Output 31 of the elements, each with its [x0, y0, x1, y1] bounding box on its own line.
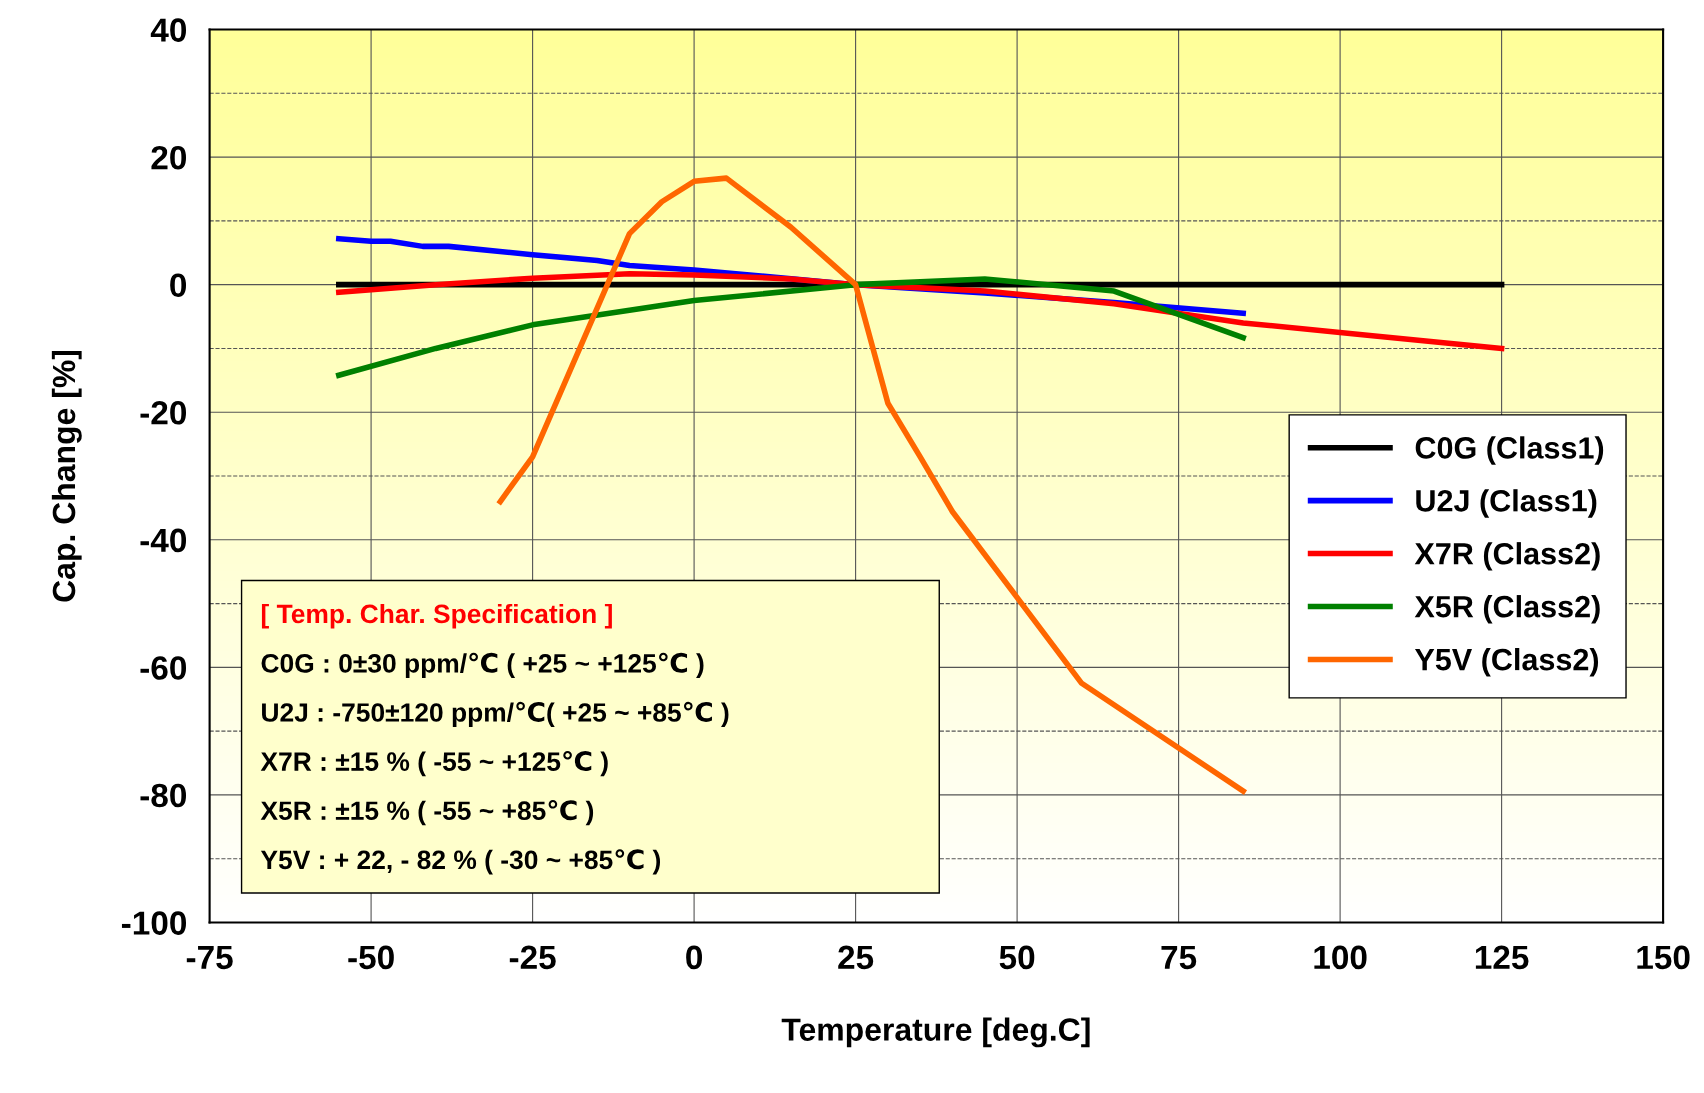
y-tick-label: -80 [140, 783, 187, 808]
y-tick-label: -40 [140, 528, 187, 553]
annotation: Y5V : + 22, - 82 % ( -30 ~ +85℃ ) [260, 849, 661, 875]
legend-label: C0G (Class1) [1415, 436, 1604, 465]
x-tick-label: 150 [1637, 945, 1690, 970]
x-tick-label: -25 [509, 945, 556, 970]
x-tick-label: 75 [1161, 945, 1197, 970]
x-tick-label: -75 [186, 945, 233, 970]
y-tick-label: 20 [151, 145, 187, 170]
y-tick-label: -100 [121, 911, 187, 935]
x-tick-label: -50 [348, 945, 394, 970]
annotation: X5R : ±15 % ( -55 ~ +85℃ ) [260, 800, 594, 826]
y-axis-title: Cap. Change [%] [51, 350, 82, 602]
x-tick-label: 0 [686, 945, 702, 970]
x-tick-label: 100 [1314, 945, 1367, 970]
y-tick-label: 0 [170, 273, 187, 298]
x-tick-label: 25 [838, 945, 874, 970]
legend-label: Y5V (Class2) [1414, 647, 1599, 677]
x-tick-label: 125 [1475, 945, 1529, 970]
annotation: C0G : 0±30 ppm/℃ ( +25 ~ +125℃ ) [261, 652, 704, 678]
annotation: [ Temp. Char. Specification ] [261, 603, 612, 629]
legend-label: X7R (Class2) [1414, 542, 1600, 571]
y-tick-label: 40 [150, 18, 187, 42]
annotation: U2J : -750±120 ppm/℃( +25 ~ +85℃ ) [262, 701, 729, 728]
annotation: X7R : ±15 % ( -55 ~ +125℃ ) [260, 750, 608, 777]
y-tick-label: -60 [140, 656, 187, 680]
x-tick-label: 50 [999, 945, 1035, 970]
x-axis-title: Temperature [deg.C] [781, 1017, 1090, 1048]
legend-label: U2J (Class1) [1416, 489, 1597, 518]
y-tick-label: -20 [140, 401, 187, 425]
legend-label: X5R (Class2) [1414, 595, 1600, 624]
